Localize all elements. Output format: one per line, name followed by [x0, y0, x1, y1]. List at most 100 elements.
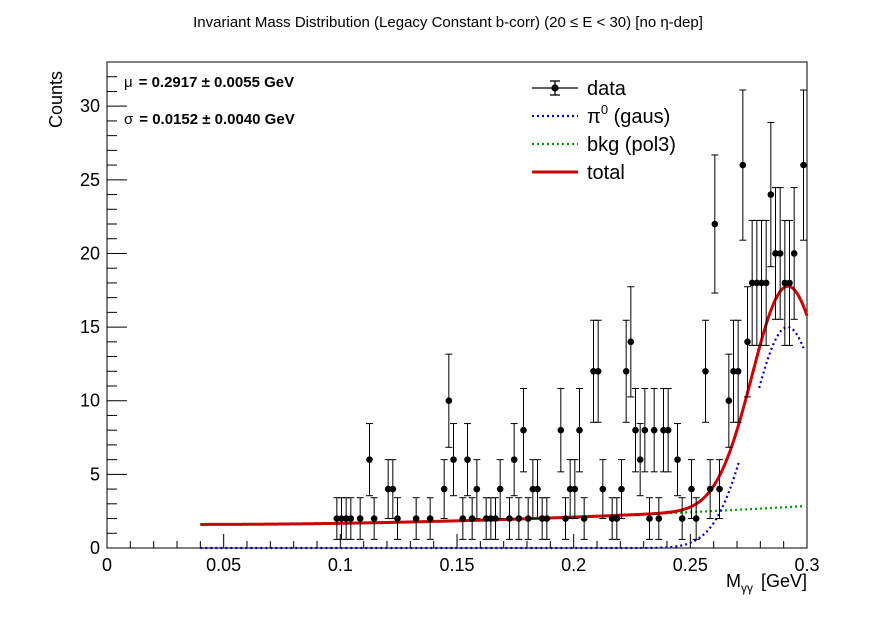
- data-marker: [580, 515, 588, 522]
- data-point: [716, 459, 723, 520]
- data-point: [627, 286, 635, 398]
- data-point: [557, 388, 565, 473]
- data-point: [725, 353, 733, 448]
- data-point: [613, 497, 621, 540]
- data-marker: [636, 456, 644, 463]
- data-point: [571, 459, 579, 520]
- legend-entry-data: data: [532, 78, 627, 100]
- legend-label-total: total: [587, 162, 625, 184]
- data-marker: [622, 367, 630, 375]
- data-marker: [627, 338, 635, 346]
- data-marker: [739, 161, 747, 169]
- data-marker: [557, 426, 565, 434]
- data-marker: [538, 515, 546, 522]
- legend-label-data: data: [587, 78, 627, 100]
- y-axis-title: Counts: [46, 71, 66, 128]
- data-point: [440, 459, 448, 520]
- data-point: [342, 497, 350, 540]
- data-marker: [342, 515, 350, 522]
- data-marker: [529, 485, 537, 493]
- y-tick-label: 15: [80, 317, 100, 337]
- data-marker: [389, 485, 397, 493]
- data-marker: [464, 456, 471, 463]
- data-point: [636, 423, 644, 497]
- data-marker: [590, 367, 597, 375]
- data-marker: [781, 279, 789, 287]
- fit-curves: [200, 284, 809, 550]
- data-point: [594, 319, 602, 423]
- data-point: [524, 497, 532, 540]
- data-marker: [772, 250, 779, 257]
- data-marker: [440, 485, 448, 493]
- data-marker: [412, 515, 420, 522]
- data-marker: [655, 515, 663, 522]
- data-marker: [520, 426, 527, 434]
- legend-entry-total: total: [532, 162, 625, 184]
- data-point: [338, 497, 345, 540]
- data-point: [389, 459, 397, 520]
- data-point: [641, 388, 649, 473]
- data-marker: [753, 279, 761, 287]
- curve-bkg: [200, 505, 803, 526]
- data-marker: [692, 515, 700, 522]
- data-marker: [716, 485, 723, 493]
- data-point: [492, 497, 499, 540]
- data-marker: [641, 426, 649, 434]
- data-point: [370, 497, 378, 540]
- data-marker: [496, 485, 504, 493]
- data-point: [702, 319, 709, 423]
- x-tick-label: 0.25: [673, 555, 708, 575]
- legend-label-bkg: bkg (pol3): [587, 134, 676, 156]
- y-tick-label: 25: [80, 170, 100, 190]
- data-point: [786, 219, 793, 346]
- data-point: [473, 459, 481, 520]
- data-point: [692, 497, 700, 540]
- data-marker: [748, 279, 756, 287]
- data-point: [450, 423, 457, 497]
- data-point: [608, 497, 616, 540]
- data-marker: [664, 426, 672, 434]
- data-marker: [333, 515, 341, 522]
- data-marker: [394, 515, 401, 522]
- data-point: [590, 319, 597, 423]
- data-marker: [646, 515, 653, 522]
- data-marker: [702, 367, 709, 375]
- data-marker: [366, 456, 373, 463]
- data-marker: [790, 250, 798, 257]
- data-point: [515, 497, 523, 540]
- data-marker: [706, 485, 714, 493]
- data-marker: [524, 515, 532, 522]
- data-point: [347, 497, 355, 540]
- data-point: [655, 497, 663, 540]
- y-axis: 0 5 10 15 20 25 30: [80, 61, 127, 558]
- y-tick-label: 10: [80, 391, 100, 411]
- data-marker: [744, 338, 751, 346]
- data-marker: [734, 367, 742, 375]
- data-point: [664, 388, 672, 473]
- legend-label-pi0: π0 (gaus): [587, 102, 670, 128]
- data-point: [520, 388, 527, 473]
- data-point: [674, 423, 681, 497]
- data-marker: [800, 161, 807, 169]
- data-marker: [660, 426, 667, 434]
- x-tick-label: 0.05: [206, 555, 241, 575]
- data-marker: [594, 367, 602, 375]
- data-point: [366, 423, 373, 497]
- data-point: [767, 121, 775, 268]
- data-point: [706, 459, 714, 520]
- stats-box: μ = 0.2917 ± 0.0055 GeV σ = 0.0152 ± 0.004…: [124, 74, 295, 128]
- data-marker: [426, 515, 434, 522]
- data-marker: [674, 456, 681, 463]
- data-marker: [767, 191, 775, 198]
- data-point: [711, 154, 719, 294]
- legend-entry-bkg: bkg (pol3): [532, 134, 676, 156]
- x-axis-title-main: M: [726, 571, 741, 591]
- data-point: [333, 497, 341, 540]
- data-marker: [688, 485, 695, 493]
- data-marker: [510, 456, 518, 463]
- data-marker: [786, 279, 793, 287]
- data-point: [496, 459, 504, 520]
- data-point: [534, 459, 541, 520]
- data-marker: [599, 485, 607, 493]
- data-marker: [459, 515, 467, 522]
